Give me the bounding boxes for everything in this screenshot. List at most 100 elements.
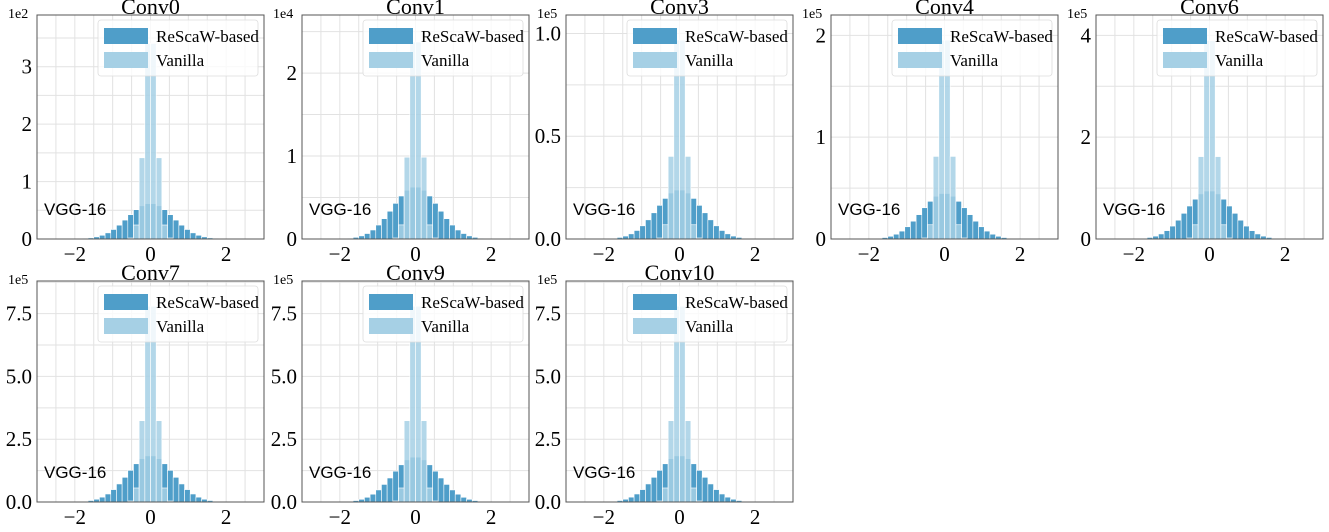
y-tick-label: 1 bbox=[22, 170, 33, 194]
vanilla-bar bbox=[667, 156, 675, 240]
legend: ReScaW-based Vanilla bbox=[97, 19, 259, 77]
axes-frame bbox=[1095, 14, 1324, 240]
vanilla-bar bbox=[398, 487, 405, 503]
histogram-panel: −2 0 2 0 1 2 3 1e2 Conv0 VGG-16 ReScaW-based Vanill… bbox=[8, 0, 265, 266]
rescaw-bar bbox=[432, 203, 439, 240]
rescaw-bar bbox=[904, 226, 911, 240]
rescaw-bar bbox=[650, 212, 658, 240]
x-tick-label: 2 bbox=[750, 242, 761, 266]
legend-swatch-rescaw bbox=[104, 28, 148, 44]
y-tick-label: 2.5 bbox=[271, 427, 297, 451]
legend: ReScaW-based Vanilla bbox=[891, 19, 1053, 77]
rescaw-bar bbox=[898, 230, 906, 240]
legend-label-vanilla: Vanilla bbox=[156, 51, 205, 70]
y-tick-label: 3 bbox=[22, 55, 33, 79]
x-tick-label: 2 bbox=[1280, 242, 1291, 266]
model-label: VGG-16 bbox=[573, 200, 635, 219]
legend-swatch-vanilla bbox=[898, 52, 942, 68]
y-tick-label: 0 bbox=[22, 227, 33, 251]
rescaw-bar bbox=[983, 230, 991, 240]
axes-frame bbox=[301, 14, 530, 240]
rescaw-bar bbox=[386, 210, 394, 240]
vanilla-bar bbox=[684, 420, 692, 503]
x-tick-label: 0 bbox=[410, 505, 421, 529]
rescaw-bar bbox=[454, 229, 462, 240]
y-tick-label: 2.5 bbox=[6, 427, 32, 451]
vanilla-bar bbox=[133, 224, 140, 240]
x-tick-label: 0 bbox=[1204, 242, 1215, 266]
x-tick-label: −2 bbox=[1123, 242, 1145, 266]
rescaw-bar bbox=[392, 470, 399, 503]
y-tick-label: 5.0 bbox=[6, 364, 32, 388]
vanilla-bar bbox=[155, 420, 163, 503]
rescaw-bar bbox=[184, 489, 191, 503]
legend-swatch-rescaw bbox=[104, 294, 148, 310]
legend-swatch-vanilla bbox=[104, 318, 148, 334]
x-tick-label: 2 bbox=[1015, 242, 1026, 266]
x-tick-label: −2 bbox=[593, 242, 615, 266]
histogram-panel: −2 0 2 0.0 2.5 5.0 7.5 1e5 Conv7 VGG-16 ReScaW-bas… bbox=[6, 260, 265, 529]
histogram-bars bbox=[82, 43, 219, 240]
vanilla-bar bbox=[403, 156, 411, 240]
y-exponent-label: 1e5 bbox=[802, 7, 822, 22]
rescaw-bar bbox=[1254, 233, 1261, 240]
y-tick-label: 4 bbox=[1081, 23, 1092, 47]
rescaw-bar bbox=[443, 218, 450, 240]
rescaw-bar bbox=[172, 219, 180, 240]
y-tick-label: 5.0 bbox=[535, 364, 561, 388]
x-tick-label: 2 bbox=[486, 505, 497, 529]
x-tick-label: 0 bbox=[145, 505, 156, 529]
rescaw-bar bbox=[961, 207, 968, 240]
legend-label-vanilla: Vanilla bbox=[685, 51, 734, 70]
rescaw-bar bbox=[121, 219, 129, 240]
x-tick-label: 0 bbox=[674, 242, 685, 266]
legend-swatch-rescaw bbox=[633, 28, 677, 44]
rescaw-bar bbox=[110, 229, 117, 240]
y-tick-label: 0.5 bbox=[535, 124, 561, 148]
legend-swatch-rescaw bbox=[633, 294, 677, 310]
legend-swatch-rescaw bbox=[369, 28, 413, 44]
rescaw-bar bbox=[375, 489, 382, 503]
rescaw-bar bbox=[449, 489, 456, 503]
rescaw-bar bbox=[650, 477, 658, 503]
histogram-panel: −2 0 2 0.0 2.5 5.0 7.5 1e5 Conv9 VGG-16 ReScaW-bas… bbox=[271, 260, 530, 529]
rescaw-bar bbox=[392, 203, 399, 240]
axes-frame bbox=[565, 14, 794, 240]
rescaw-bar bbox=[121, 477, 129, 503]
vanilla-bar bbox=[1197, 156, 1205, 240]
axes-frame bbox=[36, 14, 265, 240]
legend-label-rescaw: ReScaW-based bbox=[421, 293, 524, 312]
rescaw-bar bbox=[656, 205, 663, 240]
y-tick-label: 7.5 bbox=[271, 302, 297, 326]
legend: ReScaW-based Vanilla bbox=[626, 19, 788, 77]
legend-swatch-vanilla bbox=[1163, 52, 1207, 68]
model-label: VGG-16 bbox=[838, 200, 900, 219]
rescaw-bar bbox=[116, 483, 123, 503]
x-tick-label: −2 bbox=[593, 505, 615, 529]
rescaw-bar bbox=[386, 477, 394, 503]
legend: ReScaW-based Vanilla bbox=[97, 285, 259, 343]
vanilla-bar bbox=[955, 224, 962, 240]
rescaw-bar bbox=[718, 230, 726, 240]
rescaw-bar bbox=[195, 234, 202, 240]
y-tick-label: 0.0 bbox=[6, 490, 32, 514]
rescaw-bar bbox=[449, 224, 456, 240]
rescaw-bar bbox=[701, 212, 709, 240]
x-tick-label: 0 bbox=[410, 242, 421, 266]
legend-swatch-vanilla bbox=[633, 318, 677, 334]
rescaw-bar bbox=[1243, 225, 1250, 240]
x-tick-label: −2 bbox=[64, 505, 86, 529]
rescaw-bar bbox=[110, 489, 117, 503]
legend-swatch-rescaw bbox=[898, 28, 942, 44]
vanilla-bar bbox=[1192, 224, 1199, 240]
rescaw-bar bbox=[633, 493, 641, 503]
legend: ReScaW-based Vanilla bbox=[362, 19, 524, 77]
rescaw-bar bbox=[432, 470, 439, 503]
rescaw-bar bbox=[1158, 233, 1165, 240]
rescaw-bar bbox=[701, 477, 709, 503]
model-label: VGG-16 bbox=[44, 463, 106, 482]
